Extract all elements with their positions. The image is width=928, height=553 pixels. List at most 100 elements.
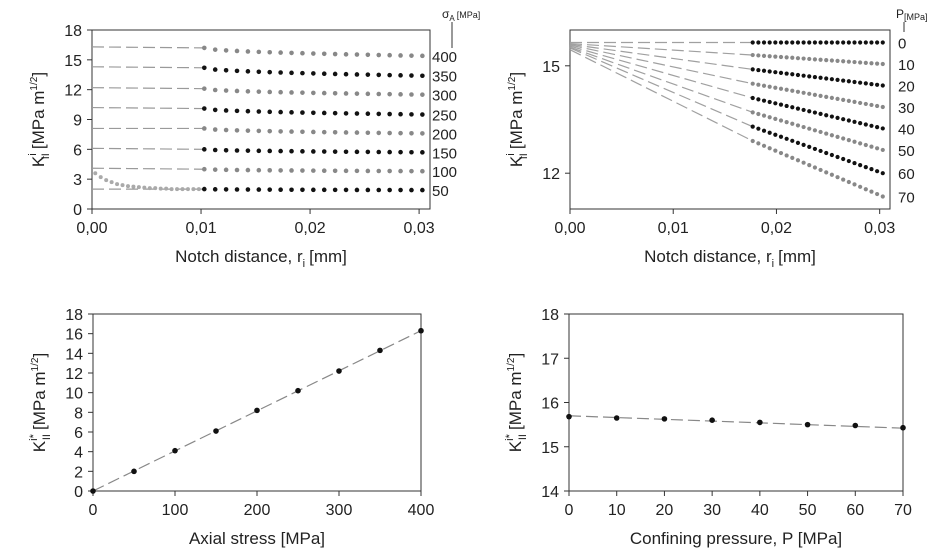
- data-point: [223, 127, 229, 133]
- data-point: [278, 50, 283, 55]
- data-point: [804, 421, 811, 428]
- data-point: [773, 116, 778, 121]
- data-point: [863, 165, 868, 170]
- x-tick-label: 300: [326, 502, 353, 519]
- series-dashed-line: [91, 147, 205, 150]
- data-point: [756, 111, 761, 117]
- series-label: 50: [432, 183, 449, 200]
- data-point: [376, 168, 382, 174]
- y-axis-title-unit: [MPa m: [29, 91, 48, 150]
- data-point: [321, 110, 327, 116]
- x-axis-title-main: Notch distance, r: [644, 247, 772, 266]
- data-point: [841, 78, 846, 83]
- data-point: [202, 166, 207, 172]
- data-point: [858, 80, 863, 85]
- data-point: [835, 96, 840, 101]
- data-point: [801, 73, 806, 78]
- data-point: [153, 186, 158, 191]
- series-label: 50: [898, 143, 915, 160]
- data-point: [267, 69, 273, 75]
- y-axis-title-main: K: [506, 440, 525, 452]
- data-point: [852, 99, 857, 105]
- data-point: [409, 149, 414, 155]
- data-point: [841, 156, 846, 162]
- data-point: [289, 168, 294, 173]
- data-point: [245, 148, 251, 153]
- data-point: [756, 126, 761, 131]
- data-point: [212, 127, 218, 132]
- x-axis-title-main: Axial stress [MPa]: [189, 529, 325, 548]
- data-point: [835, 40, 840, 45]
- data-point: [212, 107, 218, 113]
- y-tick-label: 3: [73, 172, 82, 189]
- data-point: [767, 99, 772, 105]
- data-point: [164, 186, 169, 191]
- data-point: [773, 101, 778, 106]
- x-tick-label: 70: [894, 502, 912, 519]
- y-tick-label: 6: [74, 425, 83, 442]
- data-point: [773, 54, 778, 59]
- plot-frame: [92, 313, 422, 492]
- data-point: [234, 68, 240, 74]
- data-point: [212, 87, 218, 93]
- data-point: [332, 149, 338, 154]
- data-point: [761, 40, 767, 45]
- data-point: [343, 149, 349, 155]
- y-axis-title-unit-close: ]: [507, 72, 526, 77]
- x-axis-title-sub: i: [772, 258, 774, 270]
- data-point: [185, 187, 190, 192]
- data-point: [332, 130, 338, 135]
- data-point: [420, 53, 425, 59]
- x-axis-title: Axial stress [MPa]: [189, 529, 325, 548]
- data-point: [376, 149, 382, 155]
- data-point: [354, 111, 360, 116]
- x-axis-title: Notch distance, ri [mm]: [175, 247, 347, 270]
- series-dashed-line: [91, 106, 205, 110]
- data-point: [869, 144, 874, 149]
- data-point: [795, 40, 801, 45]
- data-point: [332, 90, 338, 96]
- series-label: 250: [432, 108, 457, 125]
- data-point: [778, 86, 784, 91]
- data-point: [875, 169, 880, 174]
- x-axis-title-main: Notch distance, r: [175, 247, 303, 266]
- data-point: [807, 144, 812, 149]
- y-axis-title-unit-sup: 1/2: [506, 357, 517, 371]
- data-point: [365, 130, 371, 136]
- y-tick-label: 15: [64, 53, 82, 70]
- data-point: [812, 40, 818, 45]
- data-point: [812, 92, 818, 97]
- x-axis-title-unit: [mm]: [309, 247, 347, 266]
- y-tick-label: 4: [74, 445, 83, 462]
- data-point: [869, 167, 874, 172]
- data-point: [880, 171, 885, 176]
- data-point: [790, 55, 795, 60]
- data-point: [409, 73, 414, 78]
- data-point: [343, 111, 349, 116]
- data-point: [142, 185, 147, 190]
- x-tick-label: 100: [162, 502, 189, 519]
- data-point: [223, 147, 229, 153]
- data-point: [858, 121, 863, 126]
- data-point: [767, 40, 772, 45]
- data-point: [398, 130, 403, 136]
- series-dashed-line: [569, 47, 753, 128]
- x-tick-label: 0,01: [658, 220, 689, 237]
- data-point: [773, 132, 778, 137]
- x-tick-label: 40: [751, 502, 769, 519]
- chart-panel-a: 0,00 0,01 0,02 0,03 0 3 6 9 12 15 18 Notch distance…: [27, 7, 480, 270]
- data-point: [234, 148, 240, 153]
- data-point: [829, 133, 834, 138]
- data-point: [869, 61, 874, 66]
- data-point: [756, 82, 761, 87]
- data-point: [387, 72, 392, 78]
- data-point: [801, 160, 806, 165]
- data-point: [767, 69, 772, 74]
- data-point: [223, 68, 229, 73]
- data-point: [223, 48, 229, 53]
- y-tick-label: 2: [74, 464, 83, 481]
- y-axis-title-unit-sup: 1/2: [30, 357, 41, 371]
- y-axis-title-unit: [MPa m: [506, 371, 525, 430]
